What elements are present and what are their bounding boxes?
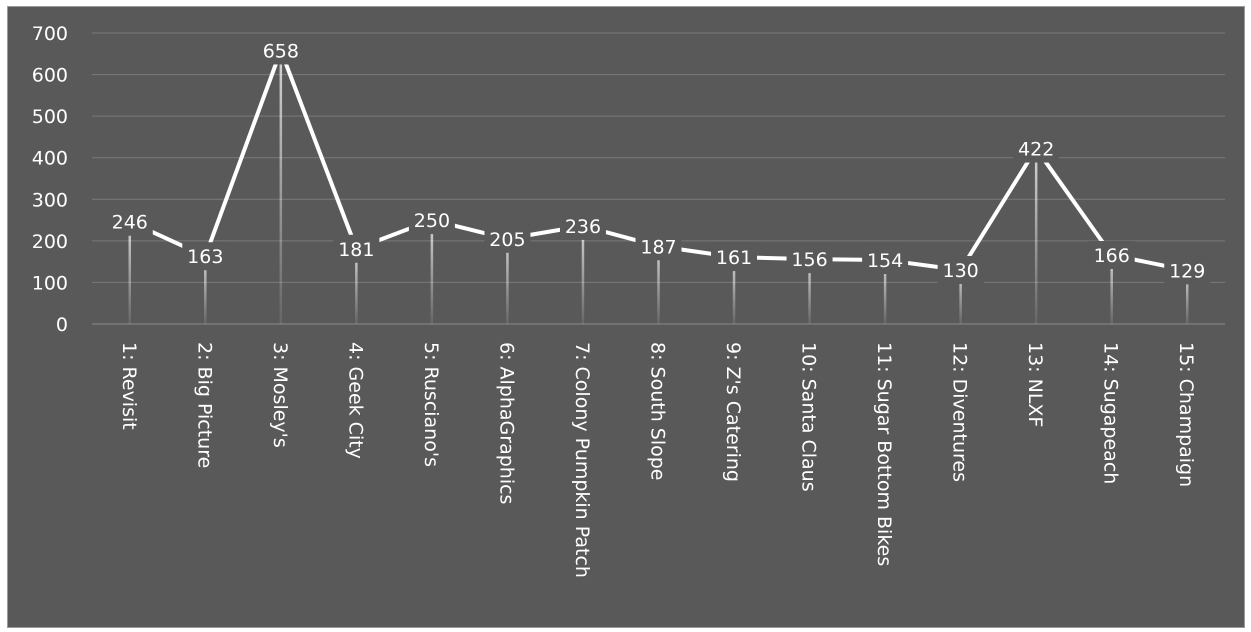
drop-line (506, 238, 509, 324)
x-tick-label: 15: Champaign (1175, 342, 1197, 487)
data-label: 422 (1018, 139, 1054, 161)
drop-line (959, 269, 962, 324)
x-tick-label: 14: Sugapeach (1100, 342, 1122, 484)
y-tick-label: 200 (32, 231, 68, 253)
x-tick-label: 4: Geek City (344, 342, 366, 459)
x-tick-label: 9: Z's Catering (722, 342, 744, 482)
drop-line (808, 259, 811, 324)
drop-line (1034, 148, 1038, 324)
data-label-bg (559, 211, 606, 240)
data-label-bg (1013, 134, 1060, 163)
drop-line (128, 221, 132, 324)
data-label-bg (333, 234, 380, 263)
data-label: 156 (791, 249, 827, 271)
data-label: 161 (716, 247, 752, 269)
data-label-bg (786, 245, 833, 274)
drop-line (430, 220, 434, 324)
data-label: 236 (565, 216, 601, 238)
data-label: 166 (1094, 245, 1130, 267)
data-label-bg (937, 255, 984, 284)
data-label-bg (408, 206, 455, 235)
y-tick-label: 700 (32, 23, 68, 45)
y-tick-label: 0 (56, 314, 68, 336)
x-tick-label: 8: South Slope (647, 342, 669, 481)
data-label-bg (106, 207, 153, 236)
data-label-bg (1088, 240, 1135, 269)
data-label: 658 (263, 40, 299, 62)
data-label-bg (711, 243, 758, 272)
data-label: 154 (867, 250, 903, 272)
data-label-bg (257, 36, 304, 65)
data-label: 130 (943, 260, 979, 282)
drop-line (279, 50, 283, 325)
y-tick-label: 600 (32, 65, 68, 87)
x-tick-label: 6: AlphaGraphics (495, 342, 517, 504)
drop-line (1185, 270, 1189, 324)
data-label-bg (635, 232, 682, 261)
drop-line (883, 259, 887, 324)
data-label: 181 (338, 239, 374, 261)
x-tick-label: 3: Mosley's (269, 342, 291, 448)
x-tick-label: 2: Big Picture (193, 342, 215, 468)
data-label: 129 (1169, 260, 1205, 282)
data-label-bg (1164, 256, 1211, 285)
line-chart: 0 100 200 300 400 500 600 700 246 163 658 181 250 205… (32, 23, 1225, 578)
data-label: 205 (489, 229, 525, 251)
drop-line (657, 246, 660, 324)
x-tick-label: 10: Santa Claus (798, 342, 820, 492)
y-tick-label: 300 (32, 189, 68, 211)
drop-line (204, 256, 207, 324)
x-tick-label: 5: Rusciano's (420, 342, 442, 467)
y-tick-label: 400 (32, 148, 68, 170)
data-label-bg (182, 242, 229, 271)
data-label: 187 (640, 236, 676, 258)
drop-line (355, 248, 358, 324)
drop-line (732, 257, 736, 324)
data-label: 246 (112, 212, 148, 234)
data-label-bg (484, 224, 531, 253)
x-tick-label: 13: NLXF (1024, 342, 1046, 427)
x-tick-label: 12: Diventures (949, 342, 971, 482)
drop-line (1110, 254, 1113, 324)
y-tick-label: 100 (32, 272, 68, 294)
drop-line (581, 225, 585, 324)
data-label-bg (862, 245, 909, 274)
x-tick-label: 11: Sugar Bottom Bikes (873, 342, 895, 566)
x-tick-label: 7: Colony Pumpkin Patch (571, 342, 593, 578)
y-tick-label: 500 (32, 106, 68, 128)
data-label: 163 (187, 246, 223, 268)
x-tick-label: 1: Revisit (118, 342, 140, 430)
data-label: 250 (414, 210, 450, 232)
chart-area: 0 100 200 300 400 500 600 700 246 163 658 181 250 205… (7, 6, 1245, 628)
